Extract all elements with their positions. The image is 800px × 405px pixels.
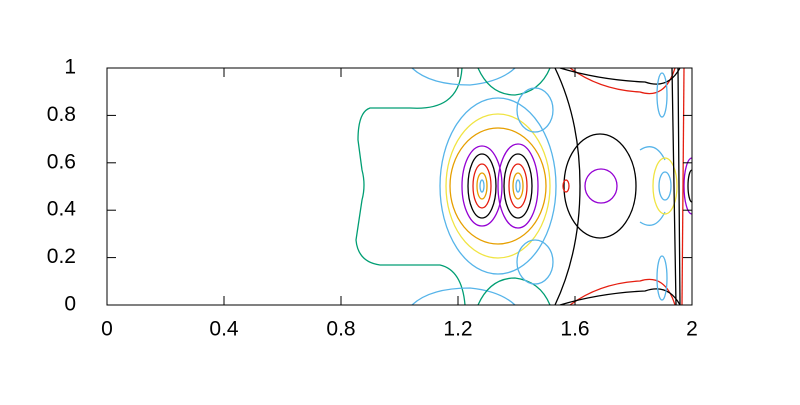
y-tick-label: 0.4 <box>47 198 77 221</box>
contour-line <box>671 68 681 305</box>
contour-line <box>476 172 488 200</box>
contour-line <box>559 68 681 305</box>
contour-line <box>656 72 668 118</box>
contour-line <box>461 145 503 227</box>
contour-line <box>687 169 692 203</box>
y-tick-label: 0.2 <box>47 245 76 268</box>
y-tick-label: 0 <box>64 293 76 316</box>
contour-line <box>472 163 492 209</box>
contour-line <box>562 179 570 193</box>
contour-line <box>515 179 521 193</box>
contour-line <box>656 255 668 301</box>
contour-line <box>652 157 678 215</box>
contour-line <box>449 127 547 245</box>
y-tick-label: 0.6 <box>47 150 76 173</box>
contour-line <box>683 157 692 215</box>
contour-line <box>445 113 551 259</box>
x-tick-label: 0.8 <box>326 318 355 341</box>
contour-line <box>411 68 516 305</box>
x-tick-label: 1.6 <box>560 318 589 341</box>
x-tick-label: 0 <box>101 318 113 341</box>
contour-line <box>639 146 666 226</box>
contour-lines <box>355 68 692 305</box>
x-tick-label: 0.4 <box>209 318 239 341</box>
contour-line <box>497 143 539 229</box>
contour-line <box>516 239 554 285</box>
contour-line <box>569 68 676 305</box>
contour-line <box>681 68 685 305</box>
y-tick-label: 0.8 <box>47 103 76 126</box>
x-tick-label: 2 <box>686 318 698 341</box>
contour-line <box>554 68 581 305</box>
plot-frame <box>106 67 693 306</box>
contour-line <box>508 163 528 209</box>
contour-line <box>658 171 672 201</box>
contour-line <box>439 97 557 275</box>
contour-line <box>355 68 466 305</box>
y-tick-label: 1 <box>64 56 76 79</box>
contour-line <box>563 133 637 239</box>
contour-line <box>467 153 497 219</box>
contour-line <box>512 172 524 200</box>
contour-line <box>516 87 554 133</box>
contour-line <box>584 168 618 204</box>
contour-line <box>479 179 485 193</box>
contour-line <box>477 68 551 305</box>
x-tick-label: 1.2 <box>443 318 472 341</box>
contour-line <box>503 153 533 219</box>
